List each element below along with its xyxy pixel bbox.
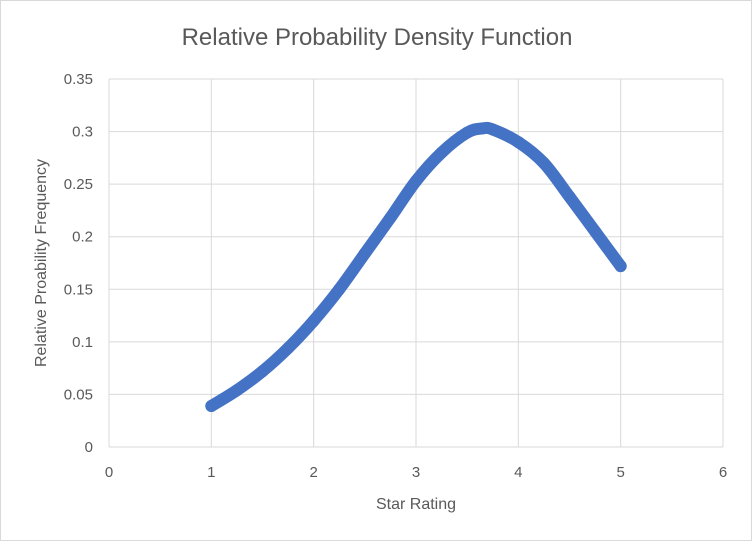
data-point	[282, 342, 295, 355]
data-point	[307, 314, 320, 327]
y-tick-label: 0.2	[72, 229, 93, 246]
x-tick-label: 0	[105, 464, 113, 481]
x-tick-label: 4	[514, 464, 522, 481]
y-tick-label: 0.25	[64, 176, 93, 193]
data-point	[614, 260, 627, 273]
data-point	[358, 247, 371, 260]
data-point	[537, 157, 550, 170]
data-point	[384, 211, 397, 224]
data-series	[205, 121, 627, 412]
data-point	[205, 399, 218, 412]
y-tick-label: 0.05	[64, 386, 93, 403]
x-tick-label: 2	[309, 464, 317, 481]
tick-labels: 0 0.05 0.1 0.15 0.2 0.25 0.3 0.35 0 1 2 3 4 5 6	[64, 71, 727, 481]
x-tick-label: 5	[616, 464, 624, 481]
y-tick-label: 0.3	[72, 124, 93, 141]
data-point	[512, 136, 525, 149]
data-point	[230, 384, 243, 397]
data-point	[410, 174, 422, 187]
x-tick-label: 3	[412, 464, 420, 481]
data-point	[333, 283, 346, 296]
data-point	[476, 122, 489, 135]
gridlines	[108, 78, 724, 448]
x-tick-label: 6	[719, 464, 727, 481]
y-axis-label: Relative Proability Frequency	[33, 159, 50, 367]
y-tick-label: 0	[85, 439, 93, 456]
y-tick-label: 0.1	[72, 334, 93, 351]
chart-title: Relative Probability Density Function	[182, 24, 573, 51]
data-point	[256, 365, 269, 378]
y-tick-label: 0.35	[64, 71, 93, 88]
data-point	[589, 225, 602, 238]
data-point	[461, 126, 474, 139]
data-point	[435, 146, 448, 159]
x-tick-label: 1	[207, 464, 215, 481]
x-axis-label: Star Rating	[376, 496, 456, 513]
y-tick-label: 0.15	[64, 281, 93, 298]
data-point	[486, 123, 499, 136]
data-point	[563, 190, 576, 203]
